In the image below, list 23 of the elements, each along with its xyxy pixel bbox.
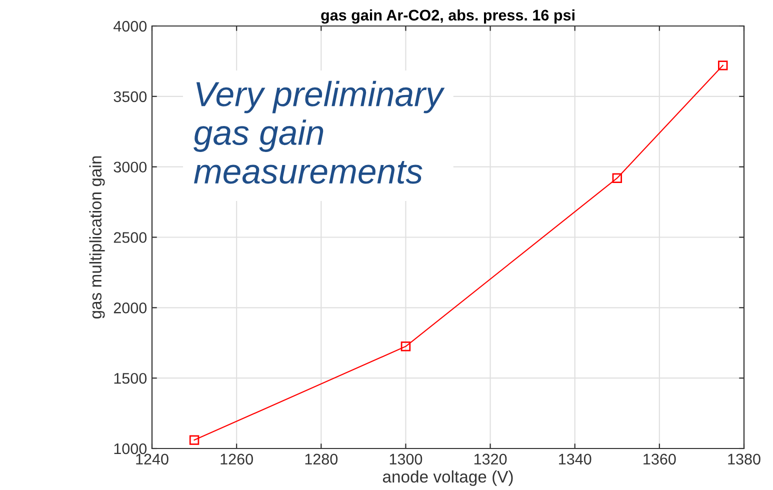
x-tick-label: 1240 bbox=[136, 454, 168, 465]
y-tick-label: 1500 bbox=[114, 372, 147, 384]
y-tick-label: 3500 bbox=[114, 91, 147, 102]
y-axis-title: gas multiplication gain bbox=[89, 156, 105, 319]
point bbox=[718, 60, 728, 70]
chart-title: gas gain Ar-CO2, abs. press. 16 psi bbox=[321, 9, 574, 24]
x-tick-label: 1340 bbox=[559, 454, 592, 465]
x-axis-title: anode voltage (V) bbox=[382, 470, 513, 486]
y-tick-label: 2000 bbox=[114, 302, 147, 314]
x-tick-label: 1300 bbox=[390, 454, 422, 465]
point bbox=[612, 173, 622, 183]
x-tick-label: 1380 bbox=[728, 454, 760, 465]
point bbox=[189, 435, 200, 445]
x-tick-label: 1260 bbox=[220, 454, 253, 465]
y-tick-label: 3000 bbox=[114, 162, 147, 173]
x-tick-label: 1280 bbox=[305, 454, 338, 465]
annotation: Very preliminary gas gain measurements bbox=[194, 80, 445, 184]
x-tick-label: 1360 bbox=[644, 454, 676, 465]
y-tick-label: 4000 bbox=[114, 20, 147, 32]
y-tick-label: 1000 bbox=[114, 443, 147, 454]
point bbox=[400, 342, 411, 352]
x-tick-label: 1320 bbox=[474, 454, 507, 465]
y-tick-label: 2500 bbox=[114, 232, 147, 243]
